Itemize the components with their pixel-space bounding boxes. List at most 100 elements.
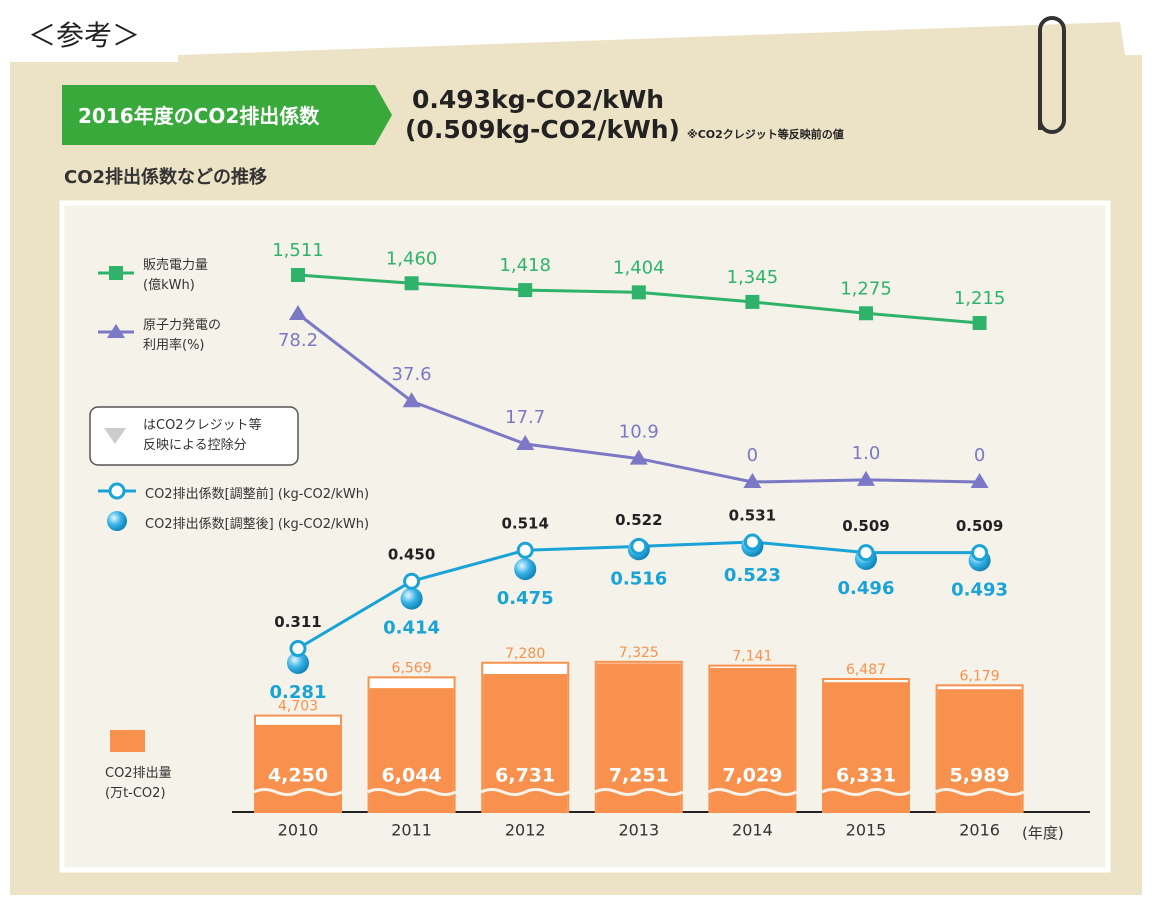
legend-label: 販売電力量 (億kWh)	[143, 258, 209, 293]
summary-note: ※CO2クレジット等反映前の値	[687, 128, 844, 141]
bar-break	[480, 788, 570, 796]
value-label: 0.450	[388, 546, 435, 564]
marker	[514, 558, 537, 581]
legend-label: CO2排出量 (万t-CO2)	[105, 766, 172, 801]
value-label: 0	[747, 445, 758, 466]
marker	[970, 473, 989, 488]
legend-icon	[109, 266, 123, 280]
value-label: 6,487	[846, 662, 886, 678]
value-label: 7,325	[619, 645, 659, 661]
badge	[62, 85, 392, 145]
value-label: 5,989	[950, 765, 1010, 787]
plot: 2010 2011 2012 2013 2014 2015 2016 4,703 6,569 7,…	[253, 240, 1025, 840]
marker	[403, 572, 421, 590]
value-label: 0.311	[274, 613, 321, 631]
paperclip	[1038, 16, 1066, 134]
value-label: 0.531	[729, 507, 776, 525]
marker	[402, 392, 421, 408]
value-label: 0.509	[842, 517, 889, 535]
marker	[971, 544, 989, 562]
value-label: 78.2	[278, 330, 318, 351]
value-label: 1,404	[613, 257, 665, 278]
marker	[631, 285, 646, 300]
bar-break	[594, 788, 684, 796]
value-label: 0	[974, 445, 985, 466]
marker	[518, 283, 533, 298]
bar	[596, 663, 681, 812]
header-label: ＜参考＞	[0, 0, 178, 62]
value-label: 0.509	[956, 517, 1003, 535]
value-label: 0.414	[383, 618, 440, 639]
marker	[857, 470, 875, 486]
value-label: 1,215	[954, 288, 1006, 309]
legend-box	[89, 406, 299, 466]
value-label: 0.475	[497, 588, 554, 609]
x-tick-label: 2015	[846, 821, 887, 840]
value-label: 7,280	[505, 646, 545, 662]
legend-label: CO2排出係数[調整前] (kg-CO2/kWh)	[145, 487, 370, 502]
marker	[859, 306, 873, 321]
bar-break	[934, 788, 1025, 796]
x-tick-label: 2010	[278, 821, 319, 840]
value-label: 1,511	[272, 240, 324, 261]
value-label: 6,331	[836, 765, 896, 787]
legend-icon	[110, 730, 145, 752]
legend-icon	[104, 428, 126, 444]
marker	[291, 268, 305, 282]
x-tick-label: 2012	[505, 821, 546, 840]
legend-icon	[108, 482, 126, 500]
value-label: 0.523	[724, 565, 781, 586]
value-label: 6,179	[960, 668, 1000, 684]
value-label: 7,029	[722, 765, 782, 787]
x-tick-label: 2014	[732, 821, 773, 840]
value-label: 17.7	[505, 407, 545, 428]
marker	[857, 544, 875, 562]
bar-break	[366, 788, 457, 796]
x-tick-label: 2016	[959, 821, 1000, 840]
value-label: 1,460	[386, 248, 438, 269]
legend-label: はCO2クレジット等 反映による控除分	[143, 418, 262, 453]
value-label: 37.6	[392, 364, 432, 385]
value-label: 0.522	[615, 511, 662, 529]
value-label: 1,345	[727, 267, 779, 288]
marker	[972, 316, 987, 330]
value-label: 0.516	[610, 568, 667, 589]
bar	[710, 667, 795, 812]
marker	[404, 276, 419, 291]
value-label: 6,044	[382, 765, 442, 787]
value-label: 6,569	[392, 660, 432, 676]
marker	[630, 537, 648, 555]
value-label: 1,275	[840, 278, 892, 299]
bar-break	[821, 788, 911, 796]
legend-label: 原子力発電の 利用率(%)	[143, 318, 222, 353]
badge-text: 2016年度のCO2排出係数	[78, 104, 320, 128]
x-unit: (年度)	[1022, 824, 1064, 842]
value-label: 7,141	[732, 649, 772, 665]
value-label: 0.493	[951, 579, 1008, 600]
marker	[516, 541, 534, 559]
x-tick-label: 2011	[391, 821, 432, 840]
value-label: 10.9	[619, 422, 659, 443]
marker	[287, 652, 309, 674]
marker	[743, 473, 762, 488]
value-label: 0.514	[501, 515, 548, 533]
x-tick-label: 2013	[618, 821, 659, 840]
legend-label: CO2排出係数[調整後] (kg-CO2/kWh)	[145, 517, 370, 532]
bar-break	[253, 788, 343, 796]
marker	[629, 449, 648, 465]
chart-title: CO2排出係数などの推移	[64, 167, 268, 188]
value-label: 7,251	[609, 765, 669, 787]
marker	[516, 434, 535, 450]
bar	[256, 724, 340, 812]
legend-icon	[107, 511, 127, 531]
marker	[743, 533, 761, 551]
value-label: 1.0	[852, 443, 881, 464]
legend-icon	[107, 324, 125, 338]
summary-value: 0.493kg-CO2/kWh	[412, 85, 665, 114]
chart-panel	[59, 200, 1111, 873]
value-label: 0.496	[838, 578, 895, 599]
bar-break	[707, 788, 798, 796]
marker	[745, 294, 760, 309]
value-label: 6,731	[495, 765, 555, 787]
